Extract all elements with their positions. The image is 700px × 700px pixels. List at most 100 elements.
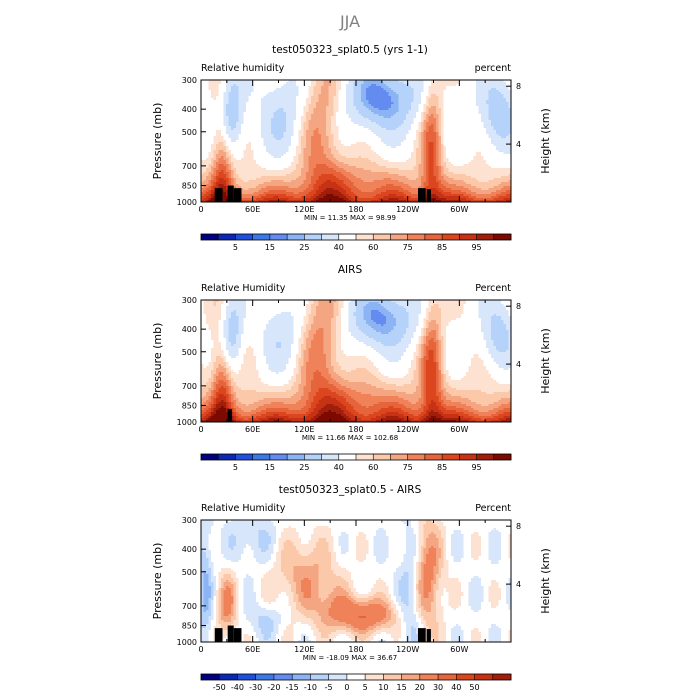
colorbar-swatch [407, 234, 426, 240]
x-tick-label: 60W [450, 205, 468, 214]
y-tick-label: 1000 [177, 418, 197, 427]
colorbar-swatch [252, 234, 271, 240]
x-tick-label: 0 [198, 205, 203, 214]
colorbar-swatch [201, 674, 220, 680]
colorbar-swatch [476, 454, 495, 460]
x-tick-label: 120E [294, 205, 314, 214]
y-tick-label: 850 [182, 622, 197, 631]
units-label: Percent [475, 503, 511, 514]
variable-label: Relative Humidity [201, 503, 286, 514]
y-tick-label: 400 [182, 545, 197, 554]
panel-title: test050323_splat0.5 - AIRS [279, 484, 422, 496]
height-tick-label: 4 [516, 360, 521, 369]
colorbar-swatch [255, 674, 275, 680]
contour-field [201, 300, 511, 422]
units-label: percent [475, 63, 512, 74]
y-tick-label: 1000 [177, 198, 197, 207]
colorbar-swatch [269, 454, 288, 460]
colorbar-swatch [235, 454, 254, 460]
colorbar-label: 40 [334, 243, 344, 252]
contour-field [201, 80, 511, 202]
colorbar-swatch [219, 674, 238, 680]
terrain-block [418, 188, 426, 202]
y-tick-label: 700 [182, 382, 197, 391]
contour-field [201, 520, 511, 642]
colorbar-swatch [201, 454, 219, 460]
x-tick-label: 60W [450, 425, 468, 434]
stats-text: MIN = 11.66 MAX = 102.68 [302, 434, 398, 442]
colorbar-swatch [365, 674, 384, 680]
colorbar-label: -20 [267, 683, 280, 692]
colorbar-swatch [338, 234, 357, 240]
colorbar-swatch [321, 234, 340, 240]
colorbar-label: 5 [363, 683, 368, 692]
y-tick-label: 500 [182, 128, 197, 137]
colorbar-label: 30 [433, 683, 443, 692]
colorbar-swatch [390, 234, 409, 240]
colorbar-label: 25 [299, 243, 309, 252]
colorbar-swatch [459, 234, 477, 240]
y-tick-label: 400 [182, 105, 197, 114]
units-label: Percent [475, 283, 511, 294]
x-tick-label: 180 [348, 645, 363, 654]
colorbar-swatch [390, 454, 409, 460]
colorbar-swatch [373, 454, 391, 460]
y-axis-label: Pressure (mb) [151, 543, 164, 620]
colorbar-swatch [492, 674, 512, 680]
height-tick-label: 8 [516, 82, 521, 91]
terrain-block [233, 628, 242, 642]
colorbar-swatch [407, 454, 426, 460]
colorbar-swatch [235, 234, 254, 240]
colorbar-swatch [287, 454, 305, 460]
colorbar-swatch [292, 674, 311, 680]
x-tick-label: 60E [245, 205, 260, 214]
panel-title: test050323_splat0.5 (yrs 1-1) [272, 44, 428, 56]
x-tick-label: 60W [450, 645, 468, 654]
colorbar-label: 40 [451, 683, 461, 692]
x-tick-label: 120W [396, 645, 419, 654]
colorbar-label: 75 [403, 463, 413, 472]
colorbar-label: 40 [334, 463, 344, 472]
y-axis-label-right: Height (km) [539, 548, 552, 614]
chart-panels: 0 60E 120E 180 120W 60W300400500700850100048t… [151, 44, 552, 692]
colorbar-label: 95 [471, 463, 481, 472]
colorbar-swatch [493, 454, 512, 460]
colorbar-swatch [356, 234, 374, 240]
colorbar-swatch [310, 674, 330, 680]
stats-text: MIN = -18.09 MAX = 36.67 [303, 654, 397, 662]
y-tick-label: 1000 [177, 638, 197, 647]
height-tick-label: 4 [516, 140, 521, 149]
panel-title: AIRS [338, 264, 363, 276]
colorbar-label: 85 [437, 463, 447, 472]
height-tick-label: 8 [516, 302, 521, 311]
colorbar-swatch [424, 454, 443, 460]
colorbar-swatch [442, 454, 460, 460]
colorbar-swatch [269, 234, 288, 240]
colorbar-label: -30 [249, 683, 262, 692]
y-axis-label: Pressure (mb) [151, 103, 164, 180]
colorbar-swatch [201, 234, 219, 240]
colorbar-swatch [442, 234, 460, 240]
y-tick-label: 500 [182, 568, 197, 577]
figure-title: JJA [339, 12, 360, 31]
x-tick-label: 120E [294, 645, 314, 654]
colorbar-label: -10 [304, 683, 317, 692]
colorbar-label: 15 [265, 243, 275, 252]
variable-label: Relative Humidity [201, 283, 286, 294]
x-tick-label: 120W [396, 425, 419, 434]
colorbar-swatch [456, 674, 475, 680]
y-tick-label: 850 [182, 402, 197, 411]
stats-text: MIN = 11.35 MAX = 98.99 [304, 214, 396, 222]
colorbar-swatch [493, 234, 512, 240]
colorbar-swatch [424, 234, 443, 240]
colorbar-swatch [328, 674, 348, 680]
y-axis-label-right: Height (km) [539, 328, 552, 394]
colorbar-label: 95 [471, 243, 481, 252]
colorbar-swatch [218, 454, 236, 460]
colorbar-label: 0 [344, 683, 349, 692]
height-tick-label: 4 [516, 580, 521, 589]
y-axis-label: Pressure (mb) [151, 323, 164, 400]
colorbar-swatch [237, 674, 257, 680]
colorbar-swatch [401, 674, 421, 680]
